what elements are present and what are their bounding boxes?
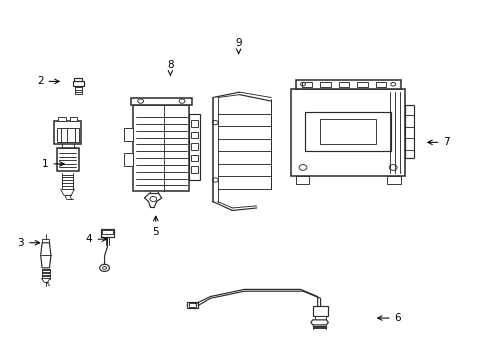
Bar — [314, 316, 326, 320]
Bar — [301, 82, 312, 87]
Text: 6: 6 — [377, 313, 401, 323]
Bar — [320, 82, 330, 87]
Bar — [295, 176, 309, 184]
Bar — [356, 82, 367, 87]
Bar — [74, 78, 82, 81]
Bar — [131, 98, 191, 105]
Bar — [338, 82, 348, 87]
Bar — [386, 176, 400, 184]
Bar — [375, 82, 386, 87]
Bar — [190, 155, 198, 161]
Bar — [190, 132, 198, 138]
Bar — [123, 128, 133, 140]
Text: 5: 5 — [152, 216, 159, 237]
Bar — [54, 121, 81, 144]
Bar — [290, 89, 405, 176]
Bar — [102, 230, 113, 234]
Bar — [133, 105, 189, 191]
Bar — [57, 148, 79, 171]
Bar — [312, 306, 328, 316]
Bar — [58, 117, 65, 121]
Bar — [42, 239, 49, 243]
Text: 2: 2 — [37, 76, 59, 86]
Bar — [190, 143, 198, 150]
Text: 1: 1 — [42, 159, 64, 169]
Text: 7: 7 — [427, 138, 449, 147]
Polygon shape — [41, 243, 51, 268]
Bar — [70, 117, 77, 121]
Text: 4: 4 — [85, 234, 106, 244]
Bar — [405, 105, 413, 158]
Bar — [295, 80, 400, 89]
Text: 9: 9 — [235, 38, 242, 54]
Text: 8: 8 — [167, 59, 173, 75]
Bar — [190, 166, 198, 173]
Text: 3: 3 — [18, 238, 40, 248]
Bar — [189, 303, 196, 307]
Bar — [101, 229, 114, 237]
Bar — [187, 302, 198, 308]
Bar — [189, 114, 200, 180]
Bar — [123, 153, 133, 166]
Bar — [73, 81, 83, 86]
Polygon shape — [310, 320, 328, 325]
Bar — [305, 112, 390, 151]
Bar — [57, 128, 79, 142]
Bar — [320, 119, 375, 144]
Bar — [190, 121, 198, 127]
